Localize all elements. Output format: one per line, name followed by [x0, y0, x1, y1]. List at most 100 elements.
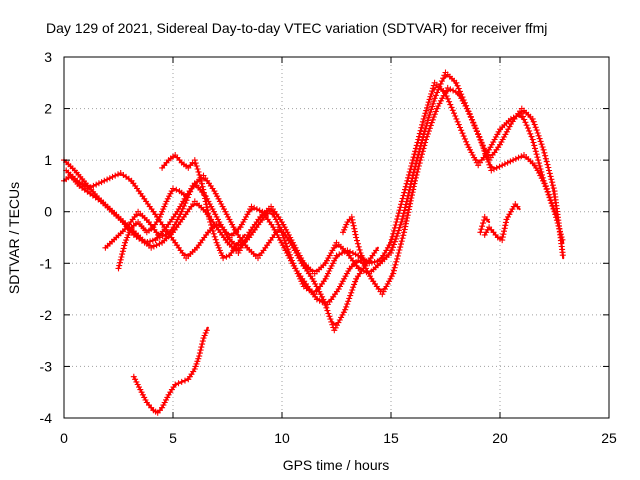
data-point-marker [408, 195, 415, 201]
data-point-marker [533, 151, 540, 158]
data-point-marker [404, 177, 411, 184]
data-point-marker [220, 255, 227, 262]
data-point-marker [191, 157, 198, 164]
data-point-marker [355, 243, 362, 250]
data-point-marker [398, 238, 405, 245]
data-point-marker [531, 142, 538, 149]
data-point-marker [480, 220, 486, 227]
data-point-marker [548, 176, 555, 183]
data-point-marker [392, 222, 399, 228]
data-point-marker [412, 148, 419, 155]
data-point-marker [120, 245, 127, 252]
data-point-marker [395, 213, 401, 220]
data-point-marker [335, 286, 342, 293]
data-point-marker [328, 262, 335, 269]
data-point-marker [453, 115, 460, 122]
data-point-marker [119, 251, 126, 258]
data-point-marker [454, 118, 461, 125]
data-point-marker [352, 251, 359, 258]
data-point-marker [420, 145, 427, 152]
data-point-marker [388, 236, 395, 243]
data-point-marker [332, 324, 339, 331]
data-point-marker [161, 203, 168, 210]
data-point-marker [551, 208, 558, 215]
data-point-marker [164, 195, 171, 202]
data-point-marker [194, 358, 201, 365]
data-point-marker [467, 146, 473, 153]
data-point-marker [523, 122, 530, 129]
data-point-marker [199, 341, 206, 348]
data-point-marker [283, 240, 289, 247]
data-point-marker [215, 216, 221, 223]
data-point-marker [355, 265, 362, 272]
data-point-marker [348, 213, 355, 220]
data-point-marker [171, 221, 178, 228]
data-point-marker [168, 188, 175, 195]
data-point-marker [539, 144, 546, 150]
data-point-marker [450, 87, 457, 94]
data-point-marker [546, 194, 553, 201]
series-markers-trace-4 [102, 172, 380, 334]
data-point-marker [368, 259, 375, 266]
data-point-marker [482, 150, 489, 157]
data-point-marker [200, 186, 207, 193]
data-point-marker [398, 241, 404, 248]
data-point-marker [515, 154, 522, 161]
data-point-marker [408, 163, 415, 169]
data-point-marker [499, 237, 506, 244]
data-point-marker [533, 164, 540, 171]
data-point-marker [353, 234, 360, 241]
data-point-marker [178, 378, 185, 385]
data-point-marker [127, 226, 134, 233]
data-point-marker [405, 192, 411, 199]
data-point-marker [251, 204, 258, 211]
data-point-marker [291, 247, 298, 254]
data-point-marker [175, 380, 182, 387]
data-point-marker [123, 237, 130, 244]
data-point-marker [404, 195, 411, 202]
data-point-marker [317, 291, 324, 298]
data-point-marker [529, 136, 536, 143]
data-point-marker [504, 159, 511, 166]
data-point-marker [393, 219, 400, 225]
data-point-marker [348, 289, 355, 296]
data-point-marker [502, 131, 509, 138]
data-point-marker [345, 268, 352, 274]
data-point-marker [423, 123, 430, 129]
data-point-marker [483, 216, 490, 223]
data-point-marker [90, 182, 97, 189]
data-point-marker [345, 298, 352, 305]
data-point-marker [418, 154, 425, 161]
data-point-marker [235, 250, 242, 256]
data-point-marker [500, 231, 507, 238]
data-point-marker [364, 259, 370, 265]
data-point-marker [471, 122, 478, 129]
data-point-marker [505, 126, 512, 133]
series-markers-trace-9 [481, 201, 521, 244]
data-point-marker [483, 153, 490, 160]
data-point-marker [548, 199, 555, 206]
data-point-marker [452, 113, 459, 119]
data-point-marker [290, 244, 297, 251]
data-point-marker [493, 164, 500, 171]
data-point-marker [349, 216, 356, 223]
data-point-marker [462, 103, 469, 109]
data-point-marker [196, 171, 203, 178]
data-point-marker [440, 92, 447, 99]
data-point-marker [536, 135, 543, 142]
data-point-marker [390, 270, 397, 277]
data-point-marker [349, 250, 356, 256]
data-point-marker [322, 275, 329, 282]
data-point-marker [536, 170, 542, 176]
data-point-marker [410, 186, 417, 193]
data-point-marker [429, 103, 436, 110]
data-point-marker [451, 110, 457, 117]
data-point-marker [132, 376, 139, 383]
data-point-marker [159, 208, 166, 215]
data-point-marker [371, 259, 378, 265]
data-point-marker [526, 127, 533, 134]
data-point-marker [459, 130, 466, 137]
data-point-marker [421, 142, 428, 149]
data-point-marker [379, 291, 386, 298]
